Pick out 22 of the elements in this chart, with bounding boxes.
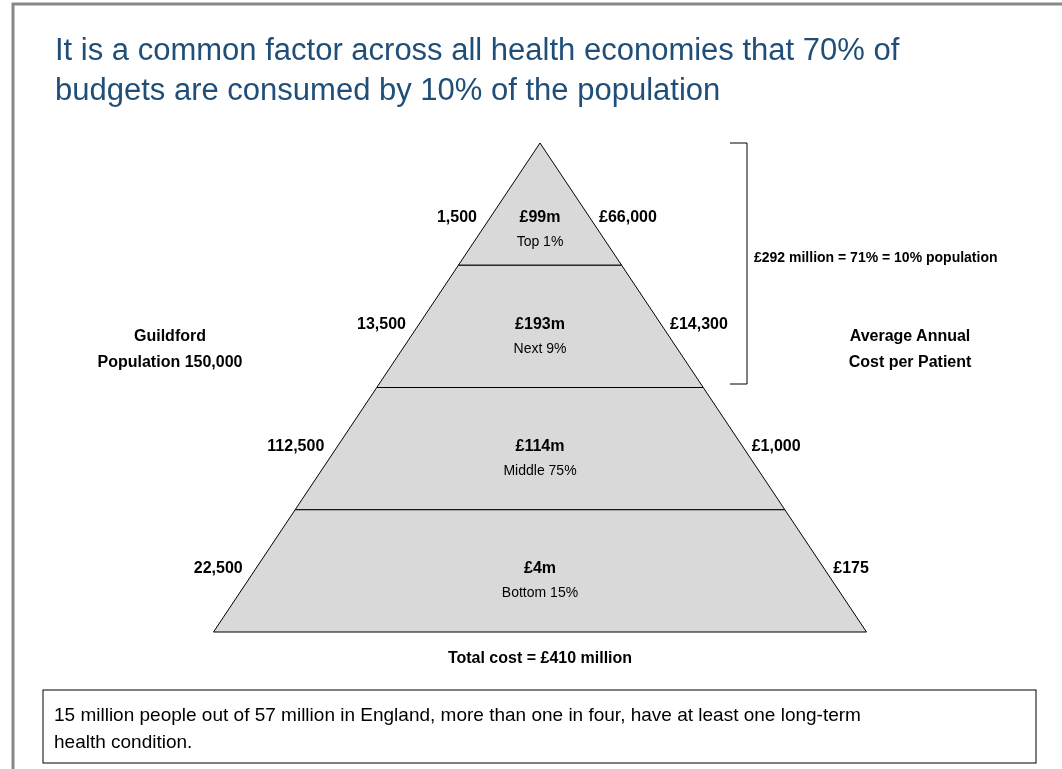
data-label: £66,000 (599, 208, 657, 226)
text: Guildford Population 150,000 (97, 327, 243, 370)
text: Average Annual Cost per Patient (848, 327, 973, 370)
data-label: 13,500 (356, 314, 407, 332)
category-label: Bottom 15% (501, 584, 579, 601)
data-label: £1,000 (751, 437, 801, 455)
text: It is a common factor across all health economies that 70% of budgets are consumed by 10% of the population (55, 32, 900, 107)
data-label: £193m (515, 314, 565, 332)
data-label: 112,500 (267, 437, 325, 455)
text: 15 million people out of 57 million in England, more than one in four, have at least one long-term health condition. (54, 704, 861, 752)
text: Total cost = £410 million (447, 649, 633, 666)
data-label: £99m (519, 208, 561, 226)
data-label: £14,300 (670, 314, 729, 332)
data-label: £4m (523, 559, 557, 577)
data-label: £114m (515, 437, 565, 455)
category-label: Middle 75% (503, 462, 577, 479)
data-label: 22,500 (193, 559, 243, 577)
data-label: £175 (833, 559, 870, 577)
data-label: 1,500 (436, 208, 478, 226)
text: £292 million = 71% = 10% population (754, 249, 998, 265)
category-label: Next 9% (513, 339, 567, 356)
category-label: Top 1% (516, 233, 564, 250)
